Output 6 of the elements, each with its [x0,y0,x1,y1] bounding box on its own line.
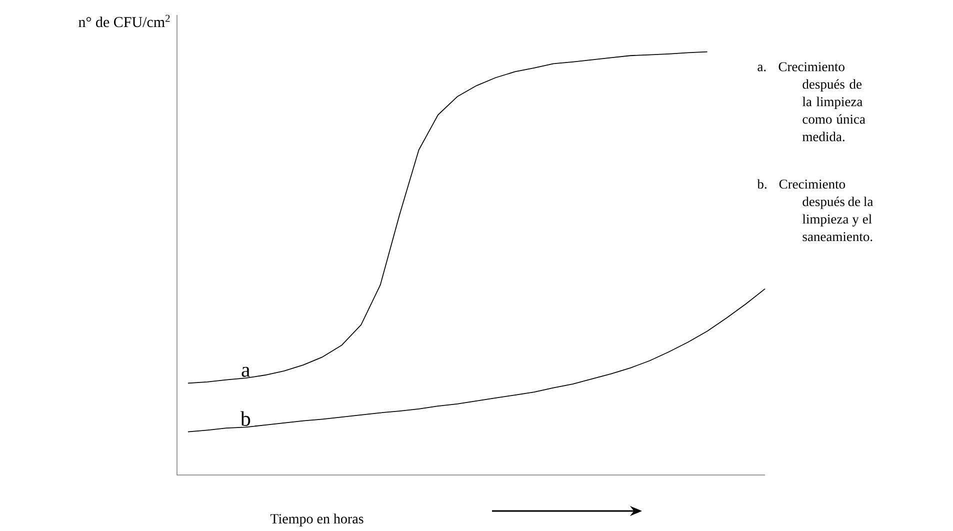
annotation: a. Crecimiento después de la limpieza como única medida. [758,62,866,142]
series-label: a [242,366,250,377]
annotation: b. Crecimiento después de la limpieza y el saneamiento. [757,179,874,242]
series-label: b [240,411,250,426]
y-axis-title: n° de CFU/cm$^{2}$ [78,14,170,28]
x-axis-title: Tiempo en horas [270,514,364,526]
